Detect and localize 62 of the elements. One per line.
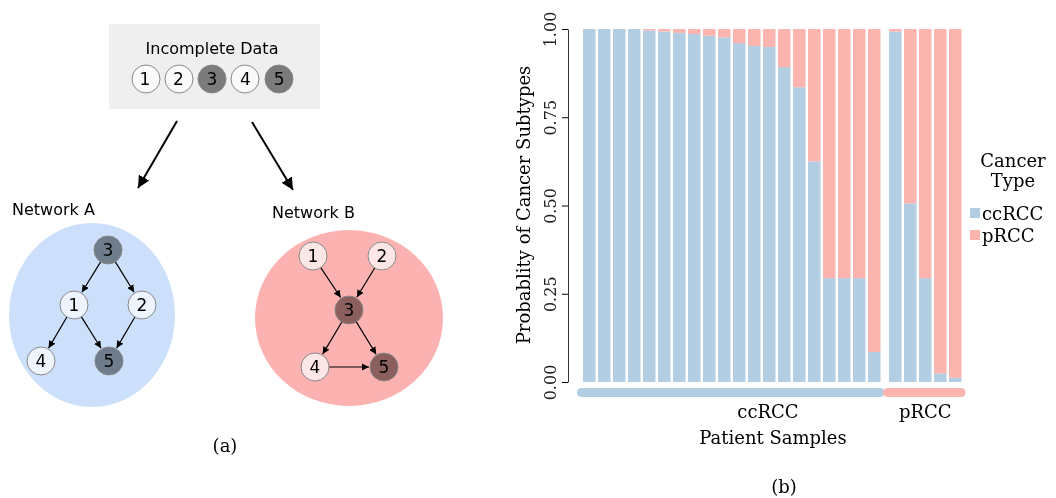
text: Network B bbox=[272, 203, 355, 222]
legend-title: Cancer Type bbox=[980, 150, 1047, 191]
bar bbox=[718, 37, 731, 382]
bar bbox=[688, 33, 701, 382]
bar bbox=[628, 29, 641, 382]
bar bbox=[763, 29, 776, 47]
bar bbox=[733, 43, 746, 382]
bar bbox=[688, 29, 701, 34]
y-tick-label: 0.50 bbox=[541, 188, 560, 224]
legend-label: ccRCC bbox=[982, 203, 1044, 224]
bar bbox=[598, 29, 611, 382]
bar bbox=[868, 352, 881, 382]
text: Incomplete Data bbox=[145, 39, 279, 58]
bar bbox=[808, 161, 821, 382]
x-axis-title: Patient Samples bbox=[699, 427, 847, 448]
bar bbox=[658, 31, 671, 382]
bar bbox=[823, 278, 836, 382]
bar bbox=[673, 32, 686, 382]
text: 3 bbox=[102, 240, 114, 260]
text: 5 bbox=[378, 357, 390, 377]
bar bbox=[853, 278, 866, 382]
bar bbox=[868, 29, 881, 352]
text: 3 bbox=[343, 300, 355, 320]
text: 1 bbox=[307, 246, 319, 266]
text: 4 bbox=[35, 351, 47, 371]
y-tick-label: 0.25 bbox=[541, 276, 560, 313]
y-tick-label: 0.00 bbox=[541, 364, 560, 401]
bar bbox=[763, 47, 776, 382]
bar bbox=[733, 29, 746, 44]
y-tick-label: 1.00 bbox=[541, 11, 560, 48]
bar bbox=[703, 29, 716, 36]
text: (a) bbox=[212, 435, 238, 456]
bar bbox=[823, 29, 836, 279]
bar bbox=[838, 278, 851, 382]
bar bbox=[643, 30, 656, 382]
legend-label: pRCC bbox=[982, 225, 1035, 246]
bar bbox=[778, 29, 791, 68]
bar bbox=[853, 29, 866, 279]
text: 1 bbox=[68, 295, 80, 315]
bar bbox=[673, 29, 686, 33]
text: 4 bbox=[309, 357, 321, 377]
text: 1 2 3 4 5 bbox=[139, 69, 285, 89]
bar bbox=[718, 29, 731, 38]
bar bbox=[838, 29, 851, 279]
bar bbox=[808, 29, 821, 162]
y-axis-title: Probablity of Cancer Subtypes bbox=[513, 65, 534, 345]
text: (b) bbox=[771, 476, 797, 497]
text: ccRCC bbox=[737, 401, 799, 422]
bar bbox=[778, 67, 791, 382]
text: 2 bbox=[136, 295, 148, 315]
text: 5 bbox=[103, 351, 115, 371]
bar bbox=[748, 29, 761, 46]
bar bbox=[793, 29, 806, 88]
bar bbox=[613, 29, 626, 382]
bar bbox=[793, 87, 806, 382]
bar bbox=[583, 29, 596, 382]
text: Network A bbox=[12, 200, 95, 219]
text: 2 bbox=[376, 246, 388, 266]
bar bbox=[748, 45, 761, 382]
text: pRCC bbox=[898, 401, 952, 422]
y-tick-label: 0.75 bbox=[541, 99, 560, 136]
bar bbox=[703, 35, 716, 382]
